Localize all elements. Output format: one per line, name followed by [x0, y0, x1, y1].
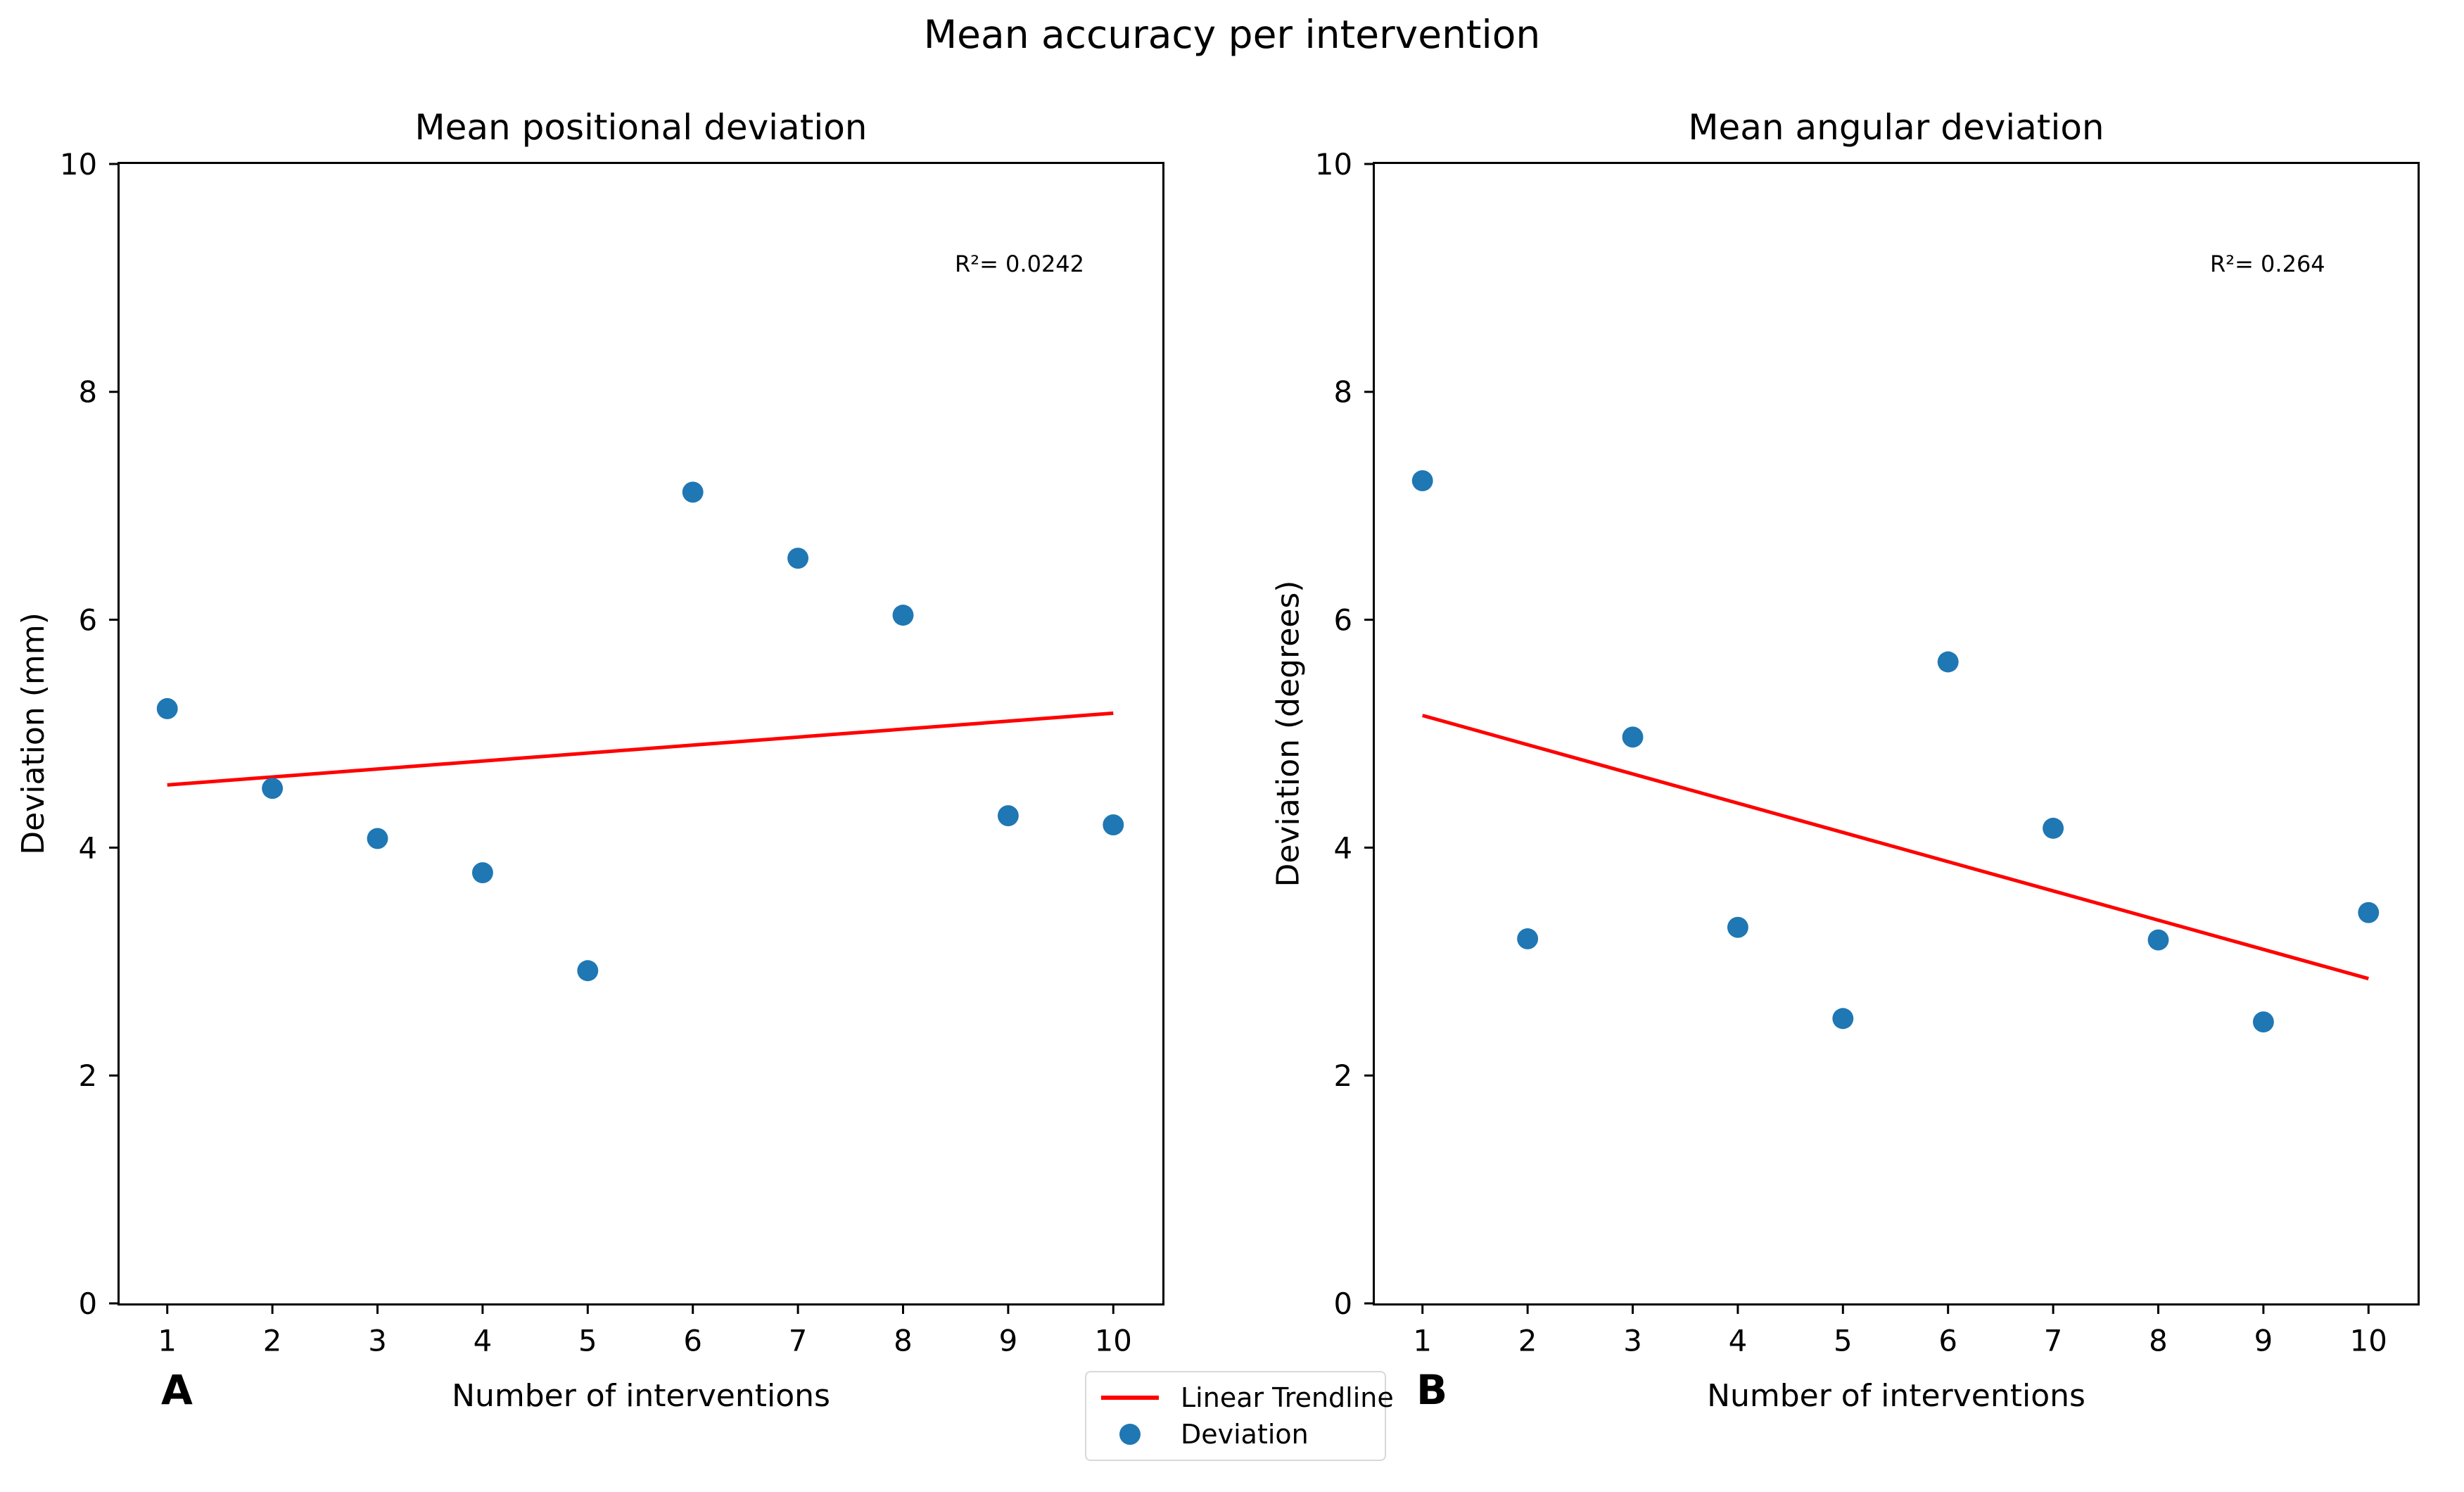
x-tick-label: 4 — [474, 1324, 493, 1358]
y-tick-label: 6 — [79, 603, 98, 638]
data-point — [1937, 651, 1959, 673]
x-tick-label: 1 — [158, 1324, 177, 1358]
dot-marker — [1119, 1424, 1141, 1445]
figure-suptitle: Mean accuracy per intervention — [923, 12, 1541, 57]
legend-item: Deviation — [1098, 1416, 1373, 1453]
data-point — [1832, 1008, 1854, 1030]
data-point — [2147, 929, 2169, 951]
trendline — [1422, 714, 2369, 980]
x-tick-label: 5 — [1834, 1324, 1853, 1358]
data-point — [997, 805, 1019, 827]
legend-item-label: Linear Trendline — [1181, 1382, 1394, 1413]
line-marker — [1101, 1396, 1159, 1400]
x-tick-label: 2 — [1518, 1324, 1537, 1358]
y-tick-label: 4 — [1334, 830, 1353, 865]
y-tick-label: 2 — [1334, 1058, 1353, 1093]
data-point — [1517, 928, 1539, 949]
x-tick-label: 2 — [263, 1324, 282, 1358]
x-tick-label: 3 — [368, 1324, 387, 1358]
x-tick-label: 9 — [999, 1324, 1018, 1358]
data-point — [2043, 817, 2064, 839]
subplot-b-xlabel: Number of interventions — [1707, 1378, 2085, 1414]
subplot-a-ylabel-text: Deviation (mm) — [15, 612, 51, 855]
data-point — [1622, 726, 1644, 748]
subplot-a-title: Mean positional deviation — [414, 107, 868, 148]
subplot-b-ylabel: Deviation (degrees) — [1250, 162, 1327, 1306]
subplot-b-title: Mean angular deviation — [1688, 107, 2104, 148]
subplot-a-ylabel: Deviation (mm) — [0, 162, 72, 1306]
data-point — [156, 697, 178, 719]
legend-item: Linear Trendline — [1098, 1379, 1394, 1416]
panel-label-a: A — [161, 1366, 193, 1414]
data-point — [892, 605, 914, 626]
x-tick-label: 5 — [578, 1324, 597, 1358]
y-tick-label: 10 — [1315, 147, 1352, 182]
subplot-b-ylabel-text: Deviation (degrees) — [1270, 580, 1307, 887]
panel-label-b: B — [1416, 1366, 1448, 1414]
x-tick-label: 8 — [2149, 1324, 2168, 1358]
trendline-swatch-icon — [1098, 1396, 1162, 1400]
y-tick-label: 8 — [79, 375, 98, 410]
y-tick-label: 4 — [79, 830, 98, 865]
subplot-b-r2-annotation: R²= 0.264 — [2210, 251, 2325, 277]
data-point — [262, 778, 284, 799]
x-tick-label: 6 — [1938, 1324, 1957, 1358]
data-point — [471, 862, 493, 883]
data-point — [1103, 814, 1124, 835]
subplot-a-axes: 0 2 4 6 8 10 1 2 3 4 5 6 7 8 9 10 — [60, 147, 1164, 1358]
data-point — [367, 828, 388, 849]
data-point — [2358, 902, 2380, 923]
x-tick-label: 7 — [2044, 1324, 2063, 1358]
y-tick-label: 10 — [60, 147, 97, 182]
data-point — [1727, 916, 1748, 938]
subplot-a-r2-annotation: R²= 0.0242 — [955, 251, 1085, 277]
data-point — [682, 481, 704, 503]
trendline — [167, 711, 1114, 787]
x-tick-label: 9 — [2254, 1324, 2273, 1358]
y-tick-label: 2 — [79, 1058, 98, 1093]
deviation-dot-icon — [1098, 1424, 1162, 1445]
data-point — [1411, 470, 1433, 492]
subplot-a: Mean positional deviation Deviation (mm)… — [15, 107, 1164, 1414]
subplot-b-axes: 0 2 4 6 8 10 1 2 3 4 5 6 7 8 9 10 — [1315, 147, 2420, 1358]
y-tick-label: 8 — [1334, 375, 1353, 410]
x-tick-label: 6 — [683, 1324, 702, 1358]
subplot-a-xlabel: Number of interventions — [452, 1378, 830, 1414]
legend-item-label: Deviation — [1181, 1419, 1309, 1450]
x-tick-label: 3 — [1623, 1324, 1642, 1358]
data-point — [787, 548, 809, 569]
x-tick-label: 10 — [1095, 1324, 1132, 1358]
y-tick-label: 0 — [79, 1286, 98, 1321]
legend: Linear Trendline Deviation — [1085, 1371, 1394, 1461]
subplot-b: Mean angular deviation Deviation (degree… — [1271, 107, 2420, 1414]
x-tick-label: 7 — [789, 1324, 808, 1358]
data-point — [2252, 1011, 2274, 1033]
x-tick-label: 10 — [2350, 1324, 2387, 1358]
x-tick-label: 8 — [894, 1324, 913, 1358]
data-point — [577, 960, 599, 982]
y-tick-label: 6 — [1334, 603, 1353, 638]
y-tick-label: 0 — [1334, 1286, 1353, 1321]
x-tick-label: 1 — [1413, 1324, 1432, 1358]
x-tick-label: 4 — [1729, 1324, 1748, 1358]
